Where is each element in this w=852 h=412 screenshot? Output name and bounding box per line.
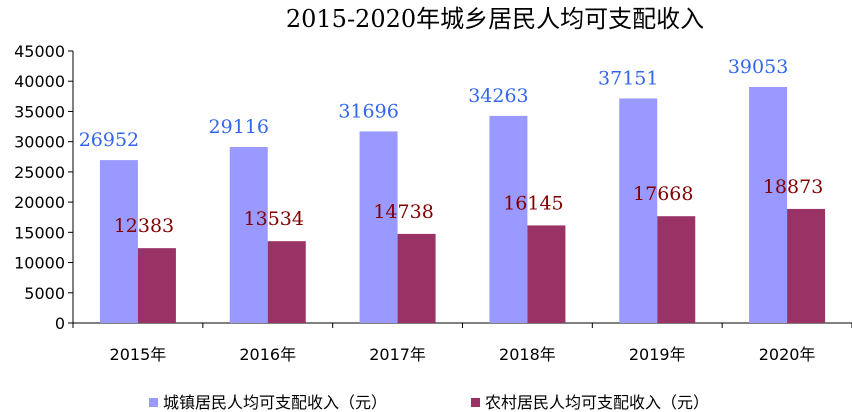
x-category-label: 2020年 bbox=[759, 345, 816, 364]
urban-income-bar bbox=[359, 131, 398, 323]
rural-income-bar bbox=[397, 233, 436, 323]
x-category-label: 2017年 bbox=[369, 345, 426, 364]
y-tick-label: 0 bbox=[55, 314, 65, 333]
urban-income-bar bbox=[99, 160, 138, 323]
y-tick-label: 35000 bbox=[14, 102, 65, 121]
x-category-label: 2016年 bbox=[239, 345, 296, 364]
legend-label: 城镇居民人均可支配收入（元） bbox=[163, 393, 387, 412]
rural-data-label: 18873 bbox=[763, 176, 823, 198]
x-category-label: 2015年 bbox=[110, 345, 167, 364]
legend-swatch bbox=[471, 398, 480, 407]
rural-data-label: 12383 bbox=[114, 215, 174, 237]
rural-income-bar bbox=[657, 216, 696, 323]
x-category-label: 2018年 bbox=[499, 345, 556, 364]
rural-income-bar bbox=[137, 248, 176, 323]
rural-income-bar bbox=[787, 208, 826, 323]
y-tick-label: 20000 bbox=[14, 193, 65, 212]
chart-data-labels: 26952 29116 31696 34263 37151 39053 12383 13534… bbox=[79, 56, 824, 237]
chart-legend: 城镇居民人均可支配收入（元） 农村居民人均可支配收入（元） bbox=[149, 393, 709, 412]
urban-data-label: 37151 bbox=[598, 67, 658, 89]
legend-label: 农村居民人均可支配收入（元） bbox=[485, 393, 709, 412]
legend-swatch bbox=[149, 398, 158, 407]
chart-title: 2015-2020年城乡居民人均可支配收入 bbox=[286, 5, 704, 33]
urban-data-label: 39053 bbox=[728, 56, 788, 78]
rural-income-bar bbox=[527, 225, 566, 323]
y-tick-label: 45000 bbox=[14, 42, 65, 61]
x-category-label: 2019年 bbox=[629, 345, 686, 364]
urban-data-label: 26952 bbox=[79, 129, 139, 151]
rural-data-label: 17668 bbox=[633, 183, 693, 205]
rural-data-label: 14738 bbox=[373, 201, 433, 223]
y-tick-label: 30000 bbox=[14, 133, 65, 152]
urban-income-bar bbox=[489, 115, 528, 323]
chart-axes: 0 5000 10000 15000 20000 25000 30000 35000 40000… bbox=[14, 42, 852, 364]
rural-income-bar bbox=[267, 241, 306, 323]
urban-data-label: 29116 bbox=[209, 116, 269, 138]
urban-income-bar bbox=[619, 98, 658, 324]
y-tick-label: 10000 bbox=[14, 254, 65, 273]
urban-income-bar bbox=[749, 86, 788, 323]
chart-bars bbox=[99, 86, 826, 324]
rural-data-label: 13534 bbox=[244, 208, 304, 230]
urban-income-bar bbox=[229, 147, 268, 323]
rural-data-label: 16145 bbox=[503, 192, 563, 214]
urban-data-label: 34263 bbox=[468, 85, 528, 107]
urban-data-label: 31696 bbox=[338, 100, 398, 122]
y-tick-label: 40000 bbox=[14, 72, 65, 91]
y-tick-label: 5000 bbox=[24, 284, 65, 303]
y-tick-label: 25000 bbox=[14, 163, 65, 182]
y-tick-label: 15000 bbox=[14, 223, 65, 242]
